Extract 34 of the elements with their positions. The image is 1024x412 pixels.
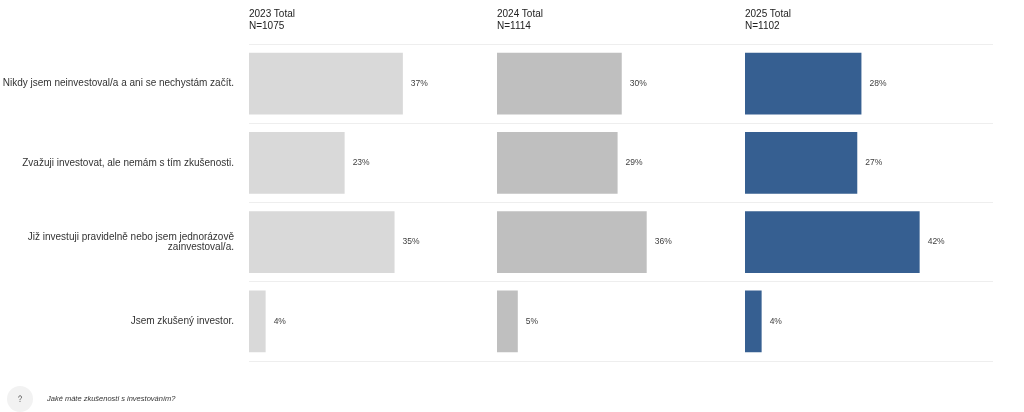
data-label: 29% <box>625 157 644 168</box>
data-label: 4% <box>769 315 783 326</box>
data-label: 5% <box>525 315 539 326</box>
bar <box>249 290 266 353</box>
y-tick-label: Již investuji pravidelně nebo jsem jednorázově zainvestoval/a. <box>27 230 235 253</box>
bar <box>249 211 395 274</box>
chart-title: 2024 Total <box>497 8 543 20</box>
data-label: 36% <box>654 236 673 247</box>
y-tick-label: Jsem zkušený investor. <box>130 315 234 327</box>
y-tick-label: Zvažuji investovat, ale nemám s tím zkušenosti. <box>22 156 234 168</box>
bar <box>497 211 647 274</box>
chart-subtitle: N=1075 <box>249 20 286 32</box>
bar <box>497 131 618 194</box>
data-label: 30% <box>629 77 648 88</box>
chart-title: 2023 Total <box>249 8 295 20</box>
data-label: 42% <box>927 236 946 247</box>
chart-subtitle: N=1102 <box>745 20 781 32</box>
bar <box>249 52 403 115</box>
data-label: 23% <box>352 157 371 168</box>
data-label: 27% <box>865 157 883 168</box>
chart-subtitle: N=1114 <box>497 20 532 32</box>
data-label: 28% <box>869 77 887 88</box>
bar <box>497 290 518 353</box>
bar <box>497 52 622 115</box>
data-label: 4% <box>273 315 287 326</box>
bar <box>249 131 345 194</box>
chart-title: 2025 Total <box>745 8 791 20</box>
bar <box>745 211 920 274</box>
y-tick-label: Nikdy jsem neinvestoval/a a ani se nechystám začít. <box>2 77 234 89</box>
bar <box>745 131 858 194</box>
bar <box>745 290 762 353</box>
data-label: 35% <box>402 236 420 247</box>
data-label: 37% <box>410 77 429 88</box>
bar <box>745 52 862 115</box>
